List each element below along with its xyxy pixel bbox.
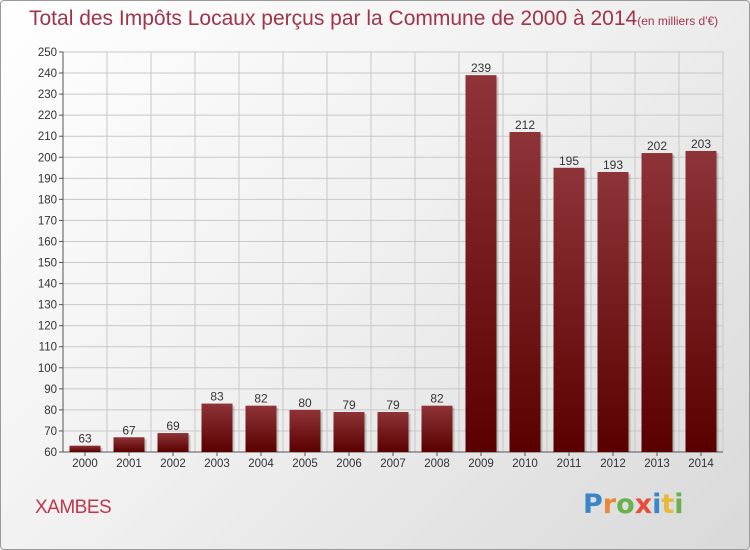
y-tick-label: 240 xyxy=(38,68,57,80)
bar xyxy=(69,445,101,452)
y-tick-label: 90 xyxy=(44,384,57,396)
chart-title: Total des Impôts Locaux perçus par la Co… xyxy=(29,7,718,31)
bar-value-label: 67 xyxy=(122,423,136,437)
x-tick-label: 2011 xyxy=(557,458,582,470)
logo-letter: i xyxy=(674,489,684,520)
bar xyxy=(597,172,629,452)
bar-value-label: 202 xyxy=(647,139,667,153)
bar xyxy=(465,75,497,452)
commune-name: XAMBES xyxy=(35,497,112,518)
bar xyxy=(641,153,673,453)
logo-letter: r xyxy=(602,489,617,520)
y-tick-label: 70 xyxy=(44,426,57,438)
bar xyxy=(289,409,321,452)
x-tick-label: 2006 xyxy=(336,458,362,470)
logo-letter: o xyxy=(616,489,635,520)
bar xyxy=(113,437,145,452)
bar-value-label: 193 xyxy=(603,158,623,172)
bar xyxy=(553,167,585,452)
logo-letter: t xyxy=(661,489,675,520)
x-tick-label: 2013 xyxy=(644,458,670,470)
y-tick-label: 180 xyxy=(38,194,57,206)
bar-value-label: 79 xyxy=(342,398,356,412)
y-tick-label: 150 xyxy=(38,258,57,270)
x-tick-label: 2003 xyxy=(204,458,230,470)
bar-value-label: 239 xyxy=(471,61,491,75)
bar xyxy=(201,403,233,452)
y-tick-label: 230 xyxy=(38,89,57,101)
axes: 60 70 80 90 100 110 120 130 140 150 160 170 180 190 20… xyxy=(38,47,723,470)
x-tick-label: 2007 xyxy=(380,458,406,470)
x-tick-label: 2014 xyxy=(688,458,714,470)
y-tick-label: 200 xyxy=(38,152,57,164)
y-tick-label: 80 xyxy=(44,405,57,417)
x-tick-label: 2002 xyxy=(160,458,186,470)
x-tick-label: 2008 xyxy=(424,458,450,470)
x-tick-label: 2004 xyxy=(248,458,274,470)
bar-value-label: 69 xyxy=(166,419,180,433)
proxiti-logo[interactable]: Proxiti xyxy=(583,489,684,520)
x-tick-label: 2005 xyxy=(292,458,318,470)
logo-letter: P xyxy=(583,489,603,520)
y-tick-label: 190 xyxy=(38,173,57,185)
y-tick-label: 120 xyxy=(38,321,57,333)
y-tick-label: 130 xyxy=(38,300,57,312)
y-tick-label: 250 xyxy=(38,47,57,59)
y-tick-label: 60 xyxy=(44,447,57,459)
bar xyxy=(421,405,453,452)
bars xyxy=(69,75,719,453)
bar-value-label: 80 xyxy=(298,396,312,410)
bar-value-label: 79 xyxy=(386,398,400,412)
y-tick-label: 140 xyxy=(38,279,57,291)
y-tick-label: 160 xyxy=(38,236,57,248)
bar-value-label: 82 xyxy=(430,392,444,406)
x-tick-label: 2001 xyxy=(116,458,142,470)
bar-value-label: 63 xyxy=(78,432,92,446)
y-tick-label: 210 xyxy=(38,131,57,143)
x-tick-label: 2012 xyxy=(600,458,626,470)
chart-title-unit: (en milliers d'€) xyxy=(637,14,719,28)
y-tick-label: 110 xyxy=(39,342,57,354)
bar-value-label: 203 xyxy=(691,137,711,151)
bar-value-label: 82 xyxy=(254,392,268,406)
bar-value-label: 83 xyxy=(210,390,224,404)
bar xyxy=(333,412,365,452)
y-tick-label: 170 xyxy=(38,215,57,227)
bar xyxy=(157,433,189,452)
bar xyxy=(245,405,277,452)
x-tick-label: 2010 xyxy=(512,458,538,470)
bar xyxy=(377,412,409,452)
bar-value-label: 212 xyxy=(515,118,535,132)
bar xyxy=(685,150,717,452)
data-labels: 63 67 69 83 82 80 79 79 82 239 212 195 193 202 203 xyxy=(78,61,711,446)
chart-title-text: Total des Impôts Locaux perçus par la Co… xyxy=(29,7,638,30)
y-tick-label: 100 xyxy=(38,363,57,375)
x-tick-label: 2000 xyxy=(72,458,98,470)
logo-letter: i xyxy=(652,489,662,520)
x-tick-label: 2009 xyxy=(468,458,494,470)
y-tick-label: 220 xyxy=(38,110,57,122)
bar-value-label: 195 xyxy=(559,154,579,168)
logo-letter: x xyxy=(634,489,653,520)
bar xyxy=(509,132,541,452)
